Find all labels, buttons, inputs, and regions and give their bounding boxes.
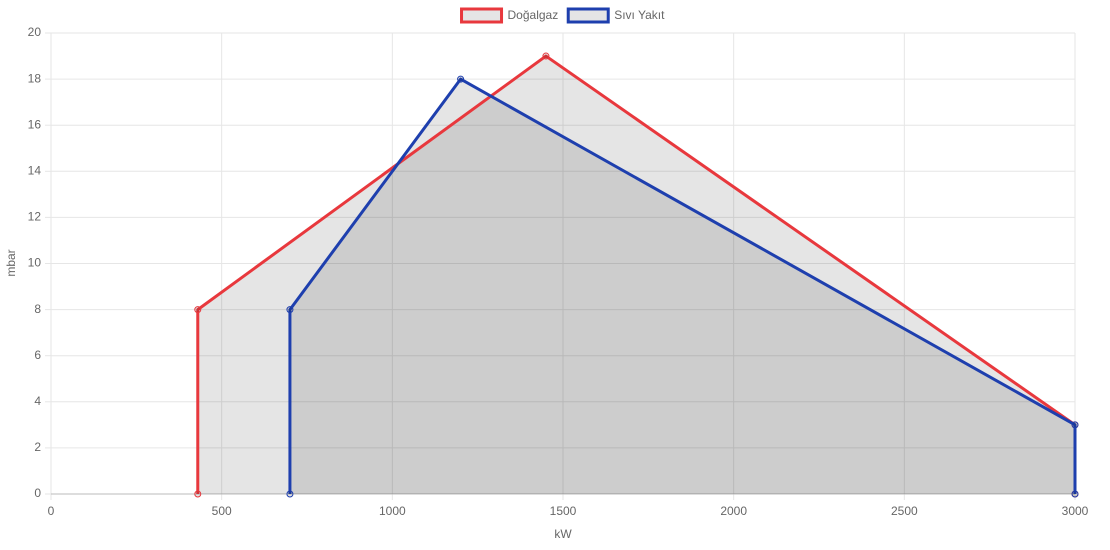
- point: [286, 306, 294, 314]
- y-tick-label: 20: [28, 25, 42, 39]
- x-tick-label: 2500: [891, 504, 918, 518]
- legend-label: Sıvı Yakıt: [614, 8, 665, 22]
- point: [194, 306, 202, 314]
- legend-swatch: [460, 7, 504, 24]
- y-tick-label: 12: [28, 210, 42, 224]
- legend: Doğalgaz Sıvı Yakıt: [460, 7, 665, 24]
- legend-swatch: [566, 7, 610, 24]
- y-tick-label: 2: [34, 440, 41, 454]
- x-tick-label: 3000: [1062, 504, 1089, 518]
- legend-label: Doğalgaz: [508, 8, 559, 22]
- x-tick-label: 2000: [720, 504, 747, 518]
- point: [542, 52, 550, 60]
- x-axis-label: kW: [554, 527, 572, 541]
- y-axis-label: mbar: [4, 249, 18, 276]
- y-tick-label: 4: [34, 394, 41, 408]
- y-tick-label: 8: [34, 302, 41, 316]
- y-tick-label: 16: [28, 117, 42, 131]
- area: [197, 56, 1076, 495]
- line: [288, 77, 1077, 494]
- x-tick-label: 1500: [550, 504, 577, 518]
- point: [194, 490, 202, 498]
- y-tick-label: 6: [34, 348, 41, 362]
- x-tick-label: 1000: [379, 504, 406, 518]
- y-tick-label: 18: [28, 71, 42, 85]
- point: [286, 490, 294, 498]
- point: [1071, 421, 1079, 429]
- area: [289, 79, 1075, 494]
- x-tick-label: 500: [212, 504, 232, 518]
- y-tick-label: 0: [34, 486, 41, 500]
- point: [1071, 490, 1079, 498]
- y-tick-label: 14: [28, 163, 42, 177]
- y-tick-label: 10: [28, 256, 42, 270]
- point: [457, 75, 465, 83]
- x-tick-label: 0: [48, 504, 55, 518]
